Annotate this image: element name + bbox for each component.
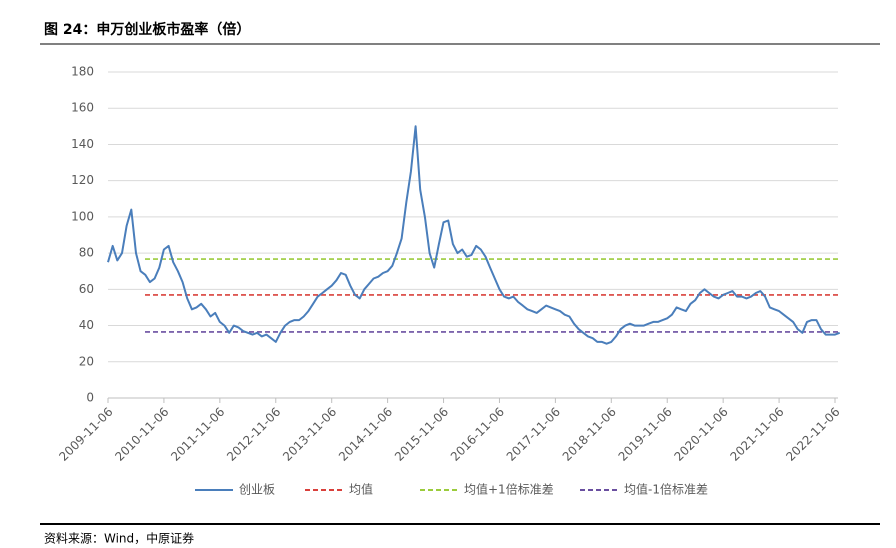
x-tick-label: 2016-11-06	[448, 405, 507, 464]
x-tick-label: 2013-11-06	[280, 405, 339, 464]
y-tick-label: 180	[71, 65, 94, 79]
source: 资料来源：Wind，中原证券	[44, 531, 194, 546]
x-tick-label: 2022-11-06	[783, 405, 842, 464]
y-tick-label: 160	[71, 101, 94, 115]
x-tick-label: 2021-11-06	[727, 405, 786, 464]
x-tick-label: 2020-11-06	[672, 405, 731, 464]
legend-label: 均值-1倍标准差	[624, 482, 708, 497]
chart-title: 图 24：申万创业板市盈率（倍）	[44, 21, 250, 38]
y-tick-label: 140	[71, 137, 94, 151]
x-tick-label: 2012-11-06	[224, 405, 283, 464]
x-tick-label: 2018-11-06	[560, 405, 619, 464]
x-tick-label: 2019-11-06	[616, 405, 675, 464]
x-tick-label: 2017-11-06	[504, 405, 563, 464]
legend-label: 均值+1倍标准差	[464, 482, 554, 497]
x-tick-label: 2010-11-06	[112, 405, 171, 464]
y-tick-label: 40	[79, 318, 94, 332]
y-tick-label: 20	[79, 354, 94, 368]
series-line	[107, 125, 841, 345]
y-tick-label: 100	[71, 209, 94, 223]
y-tick-label: 60	[79, 282, 94, 296]
y-tick-label: 0	[86, 391, 94, 405]
legend-label: 均值	[349, 482, 373, 497]
legend-label: 创业板	[239, 483, 275, 497]
x-tick-label: 2011-11-06	[168, 405, 227, 464]
y-tick-label: 120	[71, 173, 94, 187]
y-tick-label: 80	[79, 246, 94, 260]
x-tick-label: 2015-11-06	[392, 405, 451, 464]
x-tick-label: 2014-11-06	[336, 405, 395, 464]
x-tick-label: 2009-11-06	[56, 405, 115, 464]
